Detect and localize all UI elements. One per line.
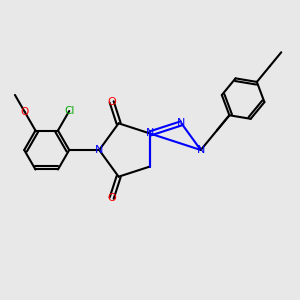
Text: O: O <box>107 193 116 203</box>
Text: N: N <box>196 145 205 155</box>
Text: O: O <box>107 97 116 107</box>
Text: Cl: Cl <box>64 106 74 116</box>
Text: N: N <box>146 128 154 139</box>
Text: O: O <box>20 107 29 117</box>
Text: N: N <box>95 145 103 155</box>
Text: N: N <box>177 118 186 128</box>
